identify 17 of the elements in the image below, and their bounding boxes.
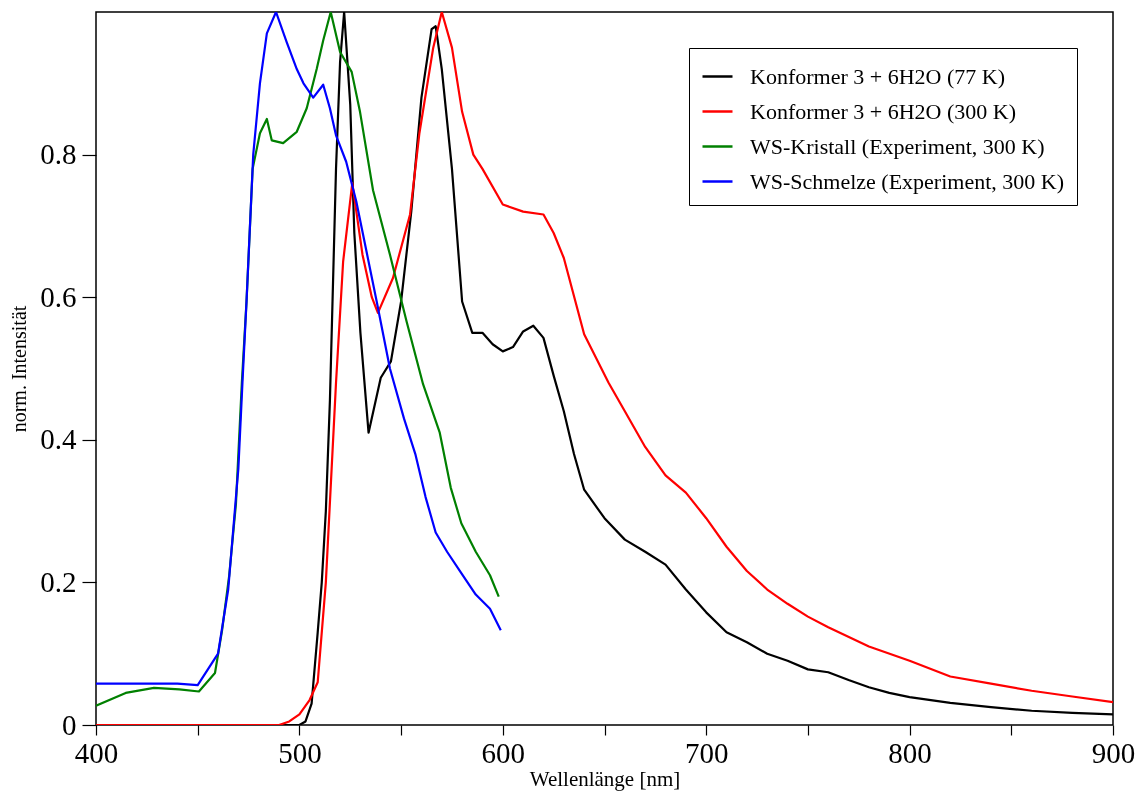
x-tick-label: 600: [481, 736, 526, 769]
y-tick-label: 0.8: [40, 138, 77, 171]
legend-label: Konformer 3 + 6H2O (77 K): [750, 63, 1005, 89]
x-tick-label: 400: [74, 736, 119, 769]
x-tick-label: 900: [1091, 736, 1136, 769]
y-tick-label: 0.4: [40, 423, 77, 456]
y-tick-label: 0: [62, 708, 77, 741]
legend-label: WS-Kristall (Experiment, 300 K): [750, 133, 1045, 159]
x-tick-label: 500: [278, 736, 322, 769]
y-tick-label: 0.2: [40, 565, 77, 598]
x-axis-title: Wellenlänge [nm]: [529, 766, 681, 791]
legend-label: Konformer 3 + 6H2O (300 K): [750, 98, 1016, 124]
x-tick-label: 700: [684, 736, 729, 769]
legend-label: WS-Schmelze (Experiment, 300 K): [750, 168, 1065, 194]
y-axis-title: norm. Intensität: [8, 305, 31, 433]
y-tick-label: 0.6: [40, 280, 77, 313]
x-tick-label: 800: [888, 736, 932, 769]
